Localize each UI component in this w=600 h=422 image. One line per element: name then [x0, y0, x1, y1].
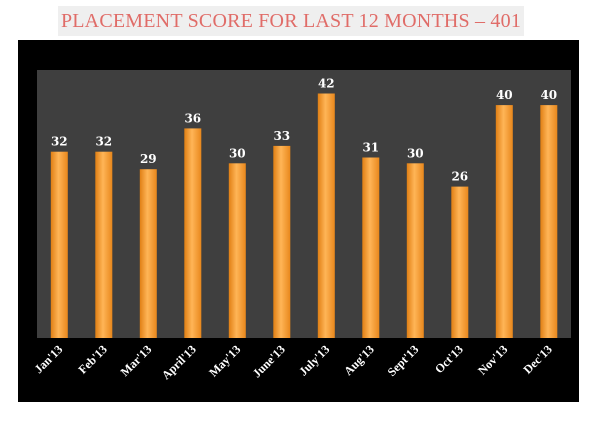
- value-labels-group: 32 32 29 36 30 33 42 31 30 26 40 40: [51, 77, 557, 184]
- x-tick-label: April'13: [159, 342, 199, 382]
- bar: [228, 163, 246, 338]
- value-label: 32: [51, 135, 68, 149]
- x-tick-label: Aug'13: [341, 342, 377, 378]
- bar: [362, 157, 380, 338]
- bar: [317, 93, 335, 338]
- bar: [95, 151, 113, 338]
- bar-chart: 32 32 29 36 30 33 42 31 30 26 40 40 Jan'13 Feb'13 Mar…: [31, 70, 571, 382]
- chart-frame: 32 32 29 36 30 33 42 31 30 26 40 40 Jan'13 Feb'13 Mar…: [18, 40, 579, 402]
- x-tick-label: Feb'13: [76, 342, 110, 376]
- bar: [406, 163, 424, 338]
- value-label: 30: [229, 146, 246, 160]
- x-tick-label: Mar'13: [118, 342, 155, 379]
- value-label: 29: [140, 152, 157, 166]
- bar: [184, 128, 202, 338]
- x-tick-label: Sept'13: [385, 342, 422, 379]
- value-label: 30: [407, 146, 424, 160]
- value-label: 33: [273, 129, 290, 143]
- value-label: 36: [184, 111, 201, 125]
- x-tick-label: May'13: [206, 342, 243, 379]
- value-label: 32: [95, 135, 112, 149]
- bar: [50, 151, 68, 338]
- bar: [540, 105, 558, 338]
- tick-labels-group: Jan'13 Feb'13 Mar'13 April'13 May'13 June'13 J…: [31, 342, 554, 382]
- value-label: 26: [451, 170, 468, 184]
- bars-group: [50, 93, 558, 338]
- bar: [495, 105, 513, 338]
- x-tick-label: July'13: [296, 342, 332, 378]
- value-label: 40: [496, 88, 513, 102]
- x-tick-label: Jan'13: [31, 342, 65, 376]
- value-label: 42: [318, 77, 335, 91]
- plot-area: [37, 70, 571, 338]
- x-tick-label: June'13: [250, 342, 288, 380]
- x-tick-label: Nov'13: [475, 342, 510, 377]
- value-label: 31: [362, 141, 379, 155]
- bar: [139, 169, 157, 338]
- chart-title: PLACEMENT SCORE FOR LAST 12 MONTHS – 401: [60, 10, 522, 32]
- title-band: [58, 6, 524, 36]
- x-tick-label: Oct'13: [432, 342, 466, 376]
- bar: [273, 145, 291, 338]
- value-label: 40: [540, 88, 557, 102]
- bar: [451, 186, 469, 338]
- x-tick-label: Dec'13: [521, 342, 555, 376]
